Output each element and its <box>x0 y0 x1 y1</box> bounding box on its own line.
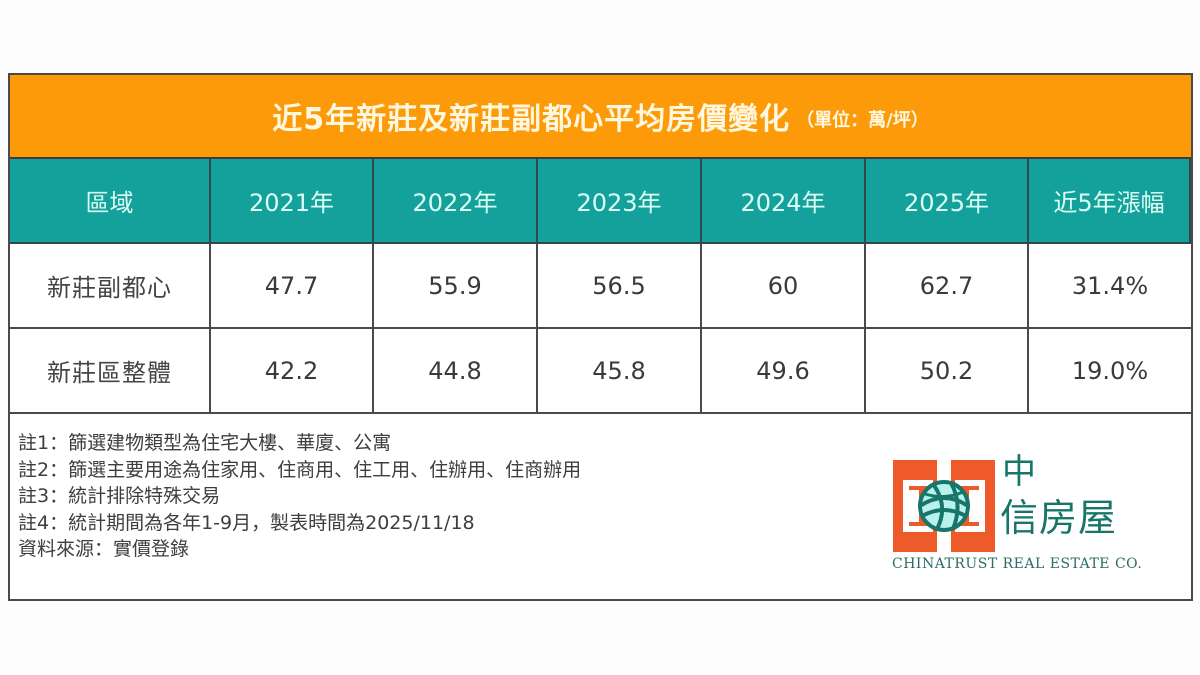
row-2-2021: 42.2 <box>211 329 374 414</box>
table-title: 近5年新莊及新莊副都心平均房價變化 <box>272 102 791 137</box>
logo-text-en: CHINATRUST REAL ESTATE CO. <box>892 556 1143 572</box>
header-2024: 2024年 <box>702 159 866 244</box>
notes-section: 註1：篩選建物類型為住宅大樓、華廈、公寓 註2：篩選主要用途為住家用、住商用、住… <box>18 430 581 563</box>
row-1-2022: 55.9 <box>374 244 538 329</box>
row-1-2023: 56.5 <box>538 244 702 329</box>
header-2023: 2023年 <box>538 159 702 244</box>
row-1-2025: 62.7 <box>866 244 1029 329</box>
row-1-2021: 47.7 <box>211 244 374 329</box>
table-title-bar: 近5年新莊及新莊副都心平均房價變化 （單位：萬/坪） <box>10 75 1191 159</box>
row-2-2024: 49.6 <box>702 329 866 414</box>
note-3: 註3：統計排除特殊交易 <box>18 485 221 507</box>
header-2021: 2021年 <box>211 159 374 244</box>
row-2-2023: 45.8 <box>538 329 702 414</box>
logo-text-zh-2: 信房屋 <box>1000 496 1118 540</box>
header-5yr-change: 近5年漲幅 <box>1029 159 1191 244</box>
row-1-region: 新莊副都心 <box>10 244 211 329</box>
table-grid: 區域 2021年 2022年 2023年 2024年 2025年 近5年漲幅 新… <box>10 159 1191 414</box>
note-2: 註2：篩選主要用途為住家用、住商用、住工用、住辦用、住商辦用 <box>18 458 582 481</box>
row-1-change: 31.4% <box>1029 244 1191 329</box>
chinatrust-logo: 中 信房屋 CHINATRUST REAL ESTATE CO. <box>890 452 1160 582</box>
row-2-change: 19.0% <box>1029 329 1191 414</box>
price-table: 近5年新莊及新莊副都心平均房價變化 （單位：萬/坪） 區域 2021年 2022… <box>8 73 1193 601</box>
row-2-2022: 44.8 <box>374 329 538 414</box>
data-source: 資料來源：實價登錄 <box>18 538 190 560</box>
header-region: 區域 <box>10 159 211 244</box>
header-2025: 2025年 <box>866 159 1029 244</box>
note-4: 註4：統計期間為各年1-9月，製表時間為2025/11/18 <box>18 511 475 534</box>
row-1-2024: 60 <box>702 244 866 329</box>
row-2-region: 新莊區整體 <box>10 329 211 414</box>
globe-icon <box>893 460 995 552</box>
header-2022: 2022年 <box>374 159 538 244</box>
row-2-2025: 50.2 <box>866 329 1029 414</box>
logo-text-zh-1: 中 <box>1002 452 1036 492</box>
note-1: 註1：篩選建物類型為住宅大樓、華廈、公寓 <box>18 432 392 454</box>
unit-label: （單位：萬/坪） <box>796 110 929 131</box>
